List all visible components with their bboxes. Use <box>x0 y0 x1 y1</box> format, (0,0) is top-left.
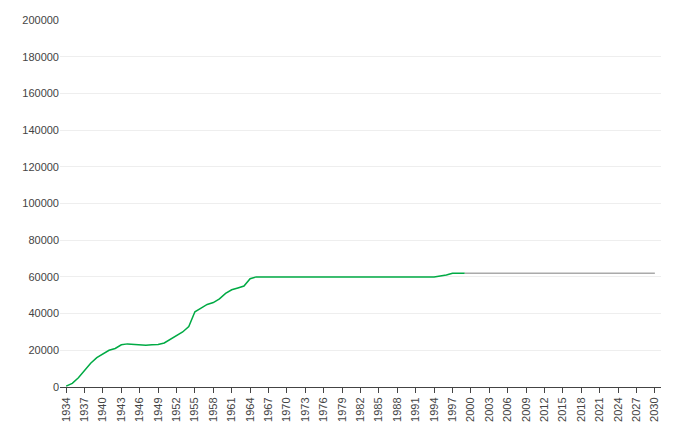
svg-text:2006: 2006 <box>501 397 513 421</box>
svg-text:1982: 1982 <box>354 397 366 421</box>
svg-text:1988: 1988 <box>391 397 403 421</box>
svg-text:2024: 2024 <box>612 397 624 421</box>
svg-text:1967: 1967 <box>262 397 274 421</box>
svg-text:1994: 1994 <box>428 397 440 421</box>
svg-text:2012: 2012 <box>538 397 550 421</box>
svg-text:0: 0 <box>53 381 59 393</box>
svg-text:2000: 2000 <box>464 397 476 421</box>
svg-text:1979: 1979 <box>336 397 348 421</box>
svg-text:2018: 2018 <box>575 397 587 421</box>
svg-text:1964: 1964 <box>244 397 256 421</box>
svg-text:1940: 1940 <box>97 397 109 421</box>
svg-text:120000: 120000 <box>22 161 59 173</box>
svg-text:60000: 60000 <box>28 271 59 283</box>
svg-text:1973: 1973 <box>299 397 311 421</box>
svg-text:1958: 1958 <box>207 397 219 421</box>
svg-text:1937: 1937 <box>78 397 90 421</box>
svg-text:1997: 1997 <box>446 397 458 421</box>
svg-text:140000: 140000 <box>22 124 59 136</box>
svg-text:1961: 1961 <box>225 397 237 421</box>
svg-text:80000: 80000 <box>28 234 59 246</box>
svg-text:2015: 2015 <box>556 397 568 421</box>
svg-text:1934: 1934 <box>60 397 72 421</box>
svg-text:1985: 1985 <box>372 397 384 421</box>
svg-text:1970: 1970 <box>280 397 292 421</box>
svg-text:1946: 1946 <box>133 397 145 421</box>
svg-text:1952: 1952 <box>170 397 182 421</box>
svg-text:2003: 2003 <box>483 397 495 421</box>
svg-text:2027: 2027 <box>630 397 642 421</box>
svg-text:100000: 100000 <box>22 197 59 209</box>
svg-text:160000: 160000 <box>22 87 59 99</box>
svg-text:1949: 1949 <box>152 397 164 421</box>
svg-text:1976: 1976 <box>317 397 329 421</box>
svg-text:1955: 1955 <box>188 397 200 421</box>
svg-text:2030: 2030 <box>648 397 660 421</box>
svg-text:2021: 2021 <box>593 397 605 421</box>
svg-text:200000: 200000 <box>22 14 59 26</box>
svg-text:1943: 1943 <box>115 397 127 421</box>
svg-text:2009: 2009 <box>520 397 532 421</box>
svg-text:40000: 40000 <box>28 307 59 319</box>
svg-text:1991: 1991 <box>409 397 421 421</box>
svg-text:180000: 180000 <box>22 51 59 63</box>
svg-text:20000: 20000 <box>28 344 59 356</box>
